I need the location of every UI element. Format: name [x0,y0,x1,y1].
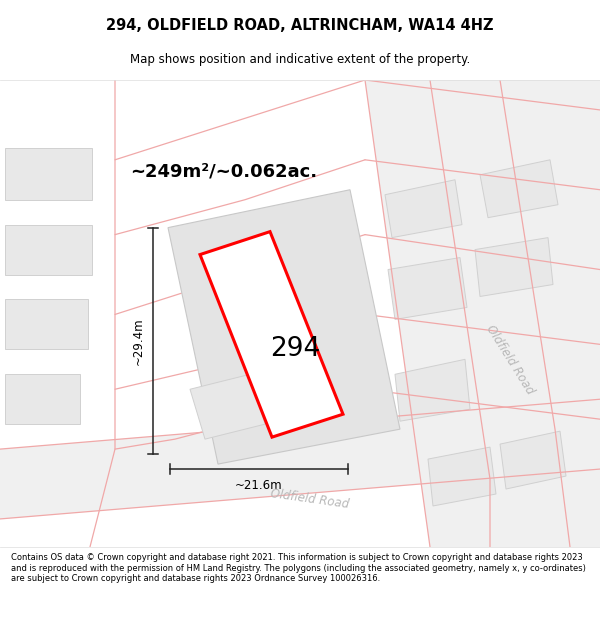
Polygon shape [5,299,88,349]
Polygon shape [475,238,553,296]
Text: Map shows position and indicative extent of the property.: Map shows position and indicative extent… [130,54,470,66]
Text: 294, OLDFIELD ROAD, ALTRINCHAM, WA14 4HZ: 294, OLDFIELD ROAD, ALTRINCHAM, WA14 4HZ [106,18,494,33]
Text: 294: 294 [270,336,320,362]
Polygon shape [168,190,400,464]
Polygon shape [395,359,470,421]
Polygon shape [500,431,566,489]
Polygon shape [428,447,496,506]
Polygon shape [365,80,600,547]
Polygon shape [190,374,265,439]
Polygon shape [5,148,92,200]
Polygon shape [480,160,558,217]
Text: ~21.6m: ~21.6m [235,479,283,492]
Polygon shape [200,232,343,437]
Polygon shape [388,258,467,319]
Text: ~29.4m: ~29.4m [132,317,145,364]
Text: ~249m²/~0.062ac.: ~249m²/~0.062ac. [130,162,317,181]
Text: Contains OS data © Crown copyright and database right 2021. This information is : Contains OS data © Crown copyright and d… [11,553,586,583]
Polygon shape [0,399,600,519]
Polygon shape [5,224,92,274]
Text: Oldfield Road: Oldfield Road [484,322,536,396]
Polygon shape [5,374,80,424]
Text: Oldfield Road: Oldfield Road [270,487,350,511]
Polygon shape [385,180,462,238]
